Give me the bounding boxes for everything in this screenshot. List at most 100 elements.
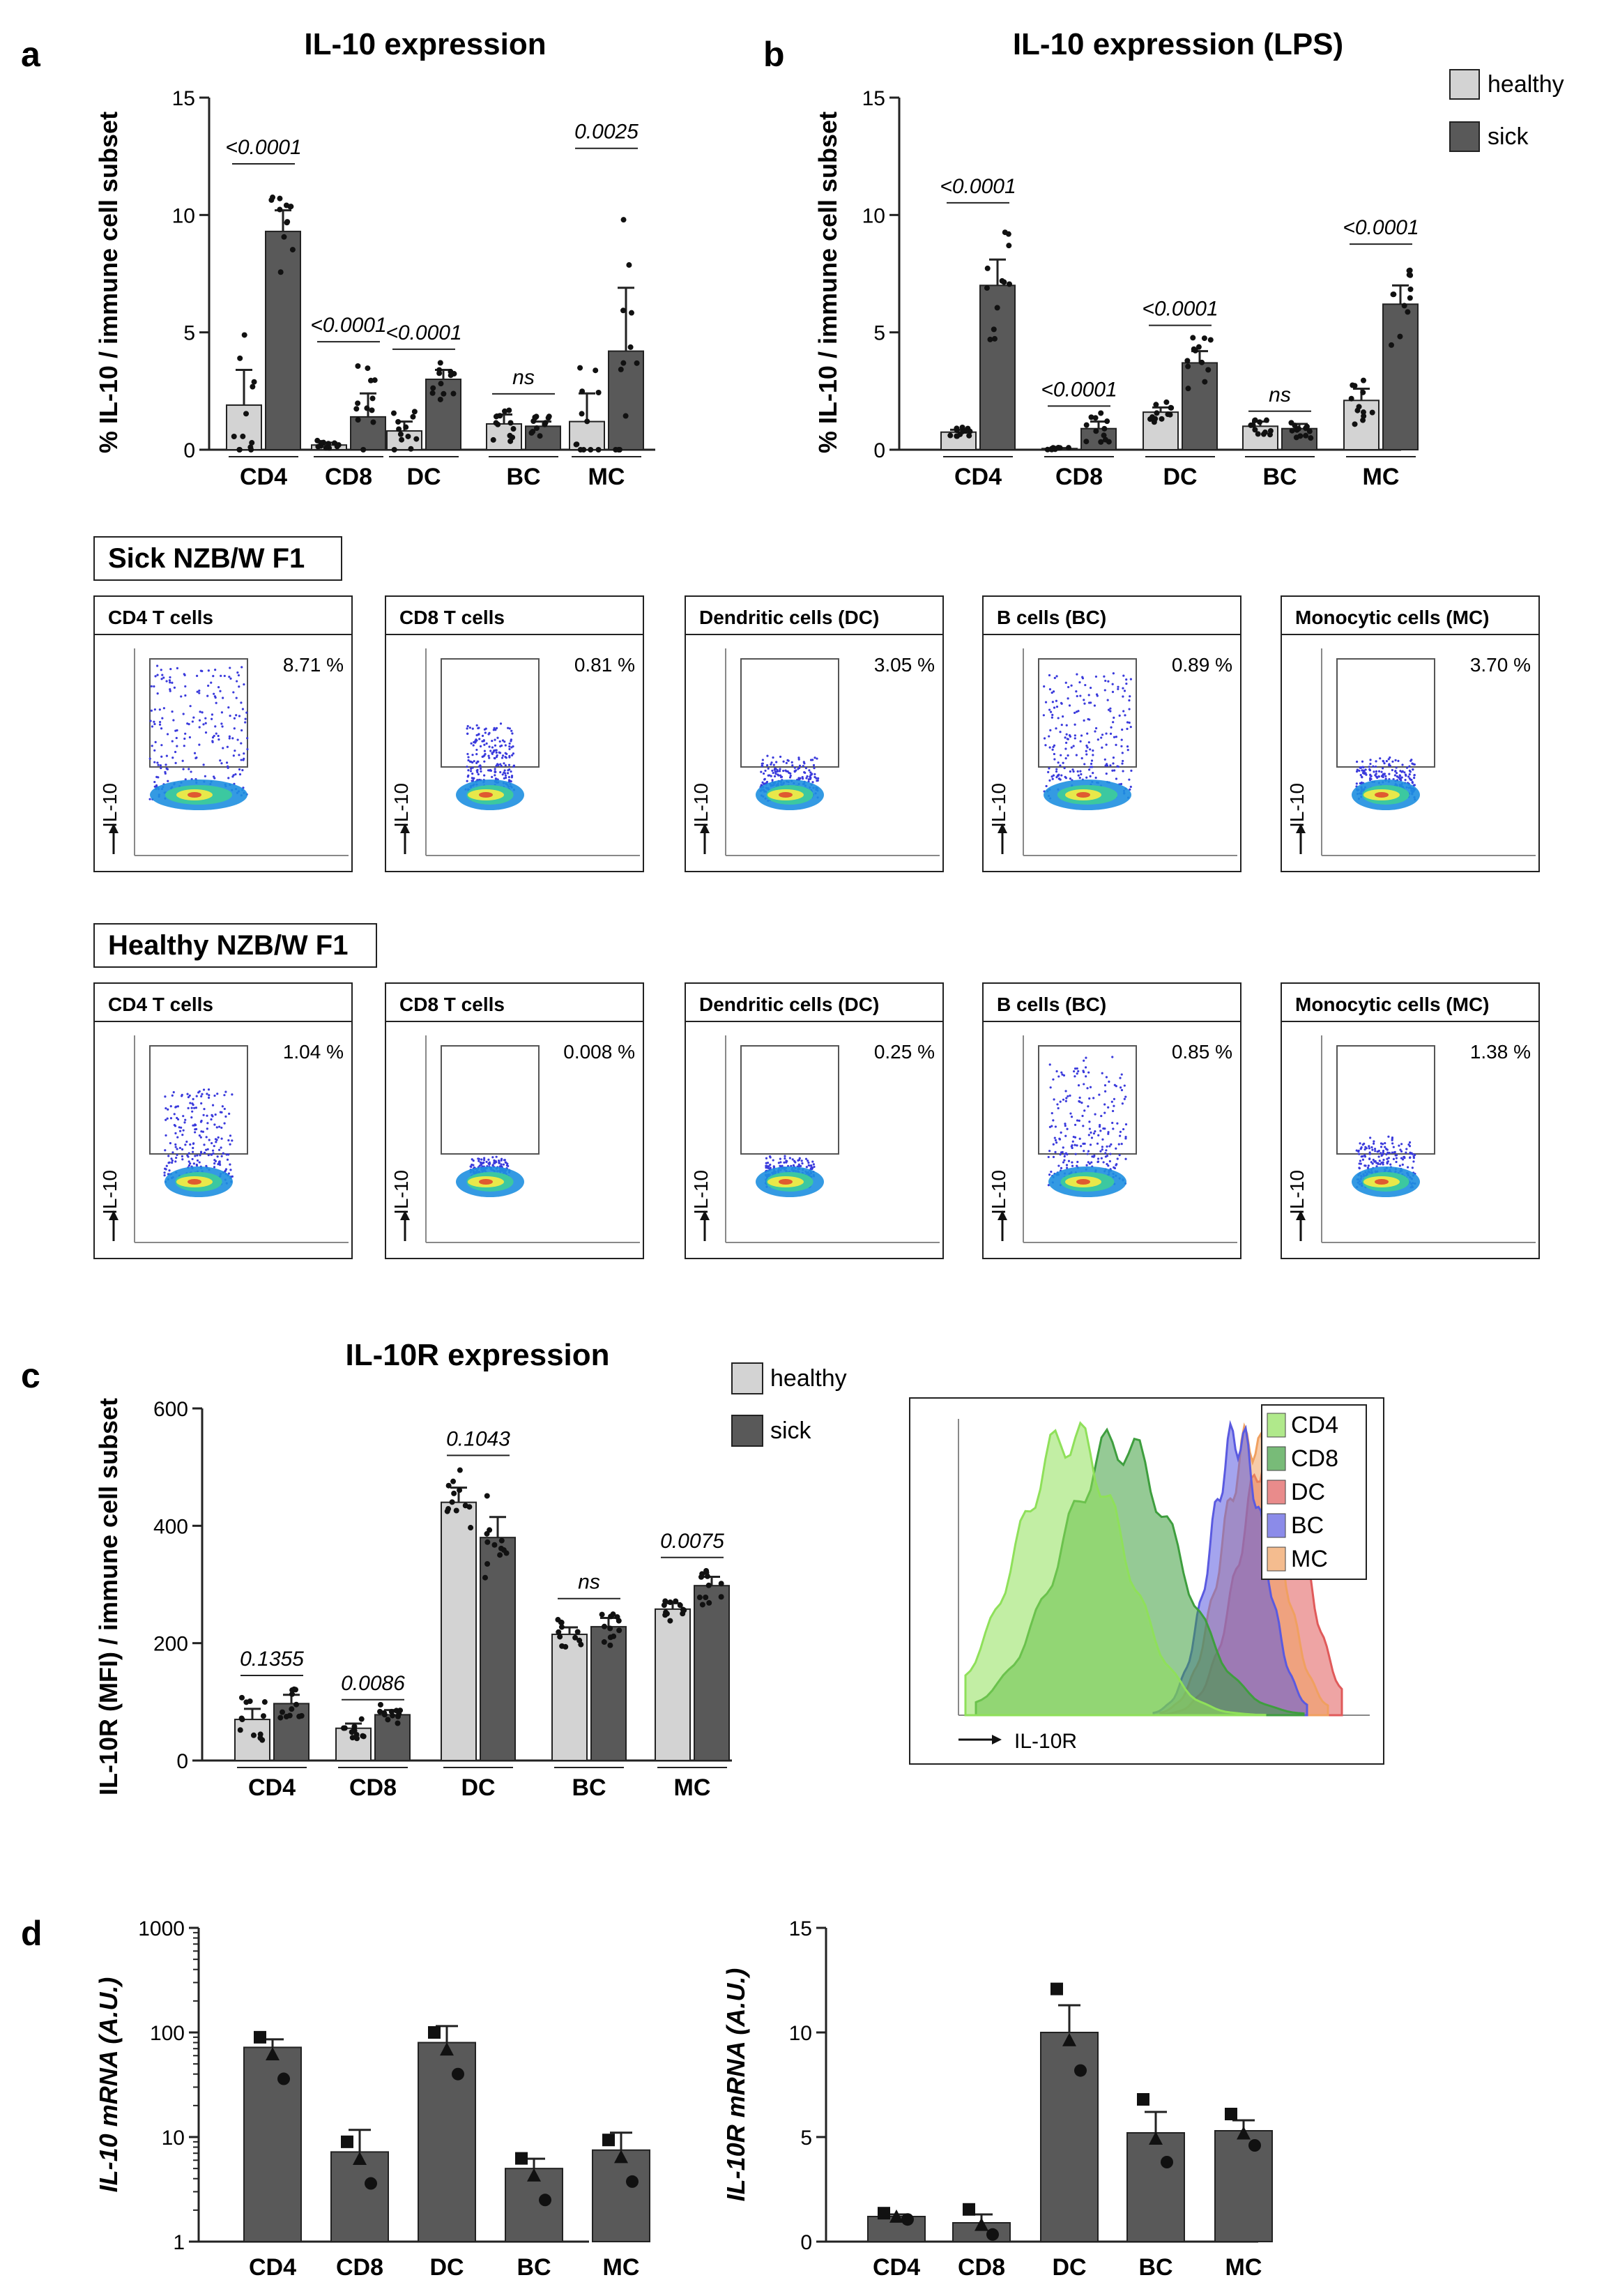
event-dot xyxy=(1054,1139,1057,1141)
data-point xyxy=(377,1708,383,1715)
event-dot xyxy=(196,690,199,693)
event-dot xyxy=(185,1140,188,1143)
event-dot xyxy=(1385,1148,1388,1150)
event-dot xyxy=(503,762,505,765)
event-dot xyxy=(1105,743,1108,746)
event-dot xyxy=(1105,773,1108,775)
gate-box xyxy=(740,1045,839,1155)
event-dot xyxy=(1070,1116,1073,1118)
event-dot xyxy=(770,763,772,766)
data-point xyxy=(620,307,627,314)
data-point xyxy=(628,310,634,316)
event-dot xyxy=(246,747,249,751)
bar-dc xyxy=(418,2042,476,2243)
event-dot xyxy=(1050,775,1053,778)
event-dot xyxy=(494,768,496,770)
data-point xyxy=(533,413,540,420)
data-point xyxy=(468,1525,474,1531)
event-dot xyxy=(1089,748,1092,751)
data-point xyxy=(963,428,969,434)
event-dot xyxy=(1409,1156,1412,1159)
event-dot xyxy=(188,768,190,770)
data-point xyxy=(457,1467,463,1473)
event-dot xyxy=(1107,1106,1110,1109)
event-dot xyxy=(219,690,222,692)
event-dot xyxy=(1113,1097,1116,1100)
panel-label-c: c xyxy=(21,1356,40,1395)
p-value: 0.0086 xyxy=(341,1672,405,1695)
event-dot xyxy=(1096,1160,1100,1163)
event-dot xyxy=(149,720,152,722)
data-point xyxy=(991,335,998,342)
event-dot xyxy=(204,722,207,724)
event-dot xyxy=(784,1155,786,1157)
event-dot xyxy=(165,1118,167,1121)
event-dot xyxy=(1405,1148,1408,1150)
event-dot xyxy=(1068,704,1071,707)
event-dot xyxy=(1071,1140,1074,1143)
event-dot xyxy=(1074,1153,1077,1155)
event-dot xyxy=(1055,1070,1058,1073)
x-tick-label: MC xyxy=(603,2254,640,2281)
bar-bc-sick xyxy=(590,1626,627,1762)
event-dot xyxy=(187,1095,190,1099)
event-dot xyxy=(183,1121,186,1124)
x-tick-label: CD8 xyxy=(349,1774,397,1801)
event-dot xyxy=(1064,681,1067,684)
event-dot xyxy=(1062,1098,1065,1101)
event-dot xyxy=(1408,773,1411,776)
event-dot xyxy=(1373,1148,1377,1150)
plot-frame xyxy=(1281,982,1540,1259)
event-dot xyxy=(240,701,243,704)
event-dot xyxy=(1375,760,1377,763)
data-point xyxy=(487,1527,493,1533)
event-dot xyxy=(1384,1141,1386,1145)
event-dot xyxy=(495,751,498,754)
x-tick-label: MC xyxy=(1225,2254,1262,2281)
event-dot xyxy=(1115,1147,1117,1150)
event-dot xyxy=(1105,1149,1108,1152)
event-dot xyxy=(761,759,764,761)
data-point xyxy=(277,2072,290,2085)
event-dot xyxy=(475,753,478,756)
event-dot xyxy=(1359,1147,1363,1150)
data-point xyxy=(1205,367,1212,373)
event-dot xyxy=(1124,714,1126,717)
data-point xyxy=(588,447,594,453)
data-point xyxy=(618,366,624,372)
data-point xyxy=(453,1507,459,1514)
event-dot xyxy=(1089,686,1092,690)
event-dot xyxy=(1111,1121,1114,1125)
data-point xyxy=(507,438,514,444)
event-dot xyxy=(158,723,162,726)
event-dot xyxy=(1056,774,1059,777)
event-dot xyxy=(1073,711,1076,715)
data-point xyxy=(367,377,374,383)
data-point xyxy=(441,390,447,397)
event-dot xyxy=(154,675,157,678)
data-point xyxy=(493,413,499,420)
event-dot xyxy=(1076,770,1079,773)
event-dot xyxy=(220,762,223,765)
event-dot xyxy=(1118,1154,1121,1157)
data-point xyxy=(351,1724,358,1730)
event-dot xyxy=(765,1164,768,1167)
event-dot xyxy=(194,1123,197,1127)
event-dot xyxy=(204,775,206,777)
plot-title: CD4 T cells xyxy=(108,994,213,1015)
y-tick-label: 0 xyxy=(800,2231,812,2254)
event-dot xyxy=(167,780,169,782)
data-point xyxy=(250,383,256,390)
data-point xyxy=(1391,291,1397,298)
event-dot xyxy=(241,768,244,772)
event-dot xyxy=(219,1111,222,1113)
event-dot xyxy=(504,774,507,777)
event-dot xyxy=(1070,684,1073,687)
plot-title: CD4 T cells xyxy=(108,607,213,628)
event-dot xyxy=(767,1165,770,1168)
data-point xyxy=(240,433,246,439)
event-dot xyxy=(223,1094,226,1097)
data-point xyxy=(620,217,627,223)
event-dot xyxy=(466,780,468,782)
event-dot xyxy=(1411,782,1414,784)
